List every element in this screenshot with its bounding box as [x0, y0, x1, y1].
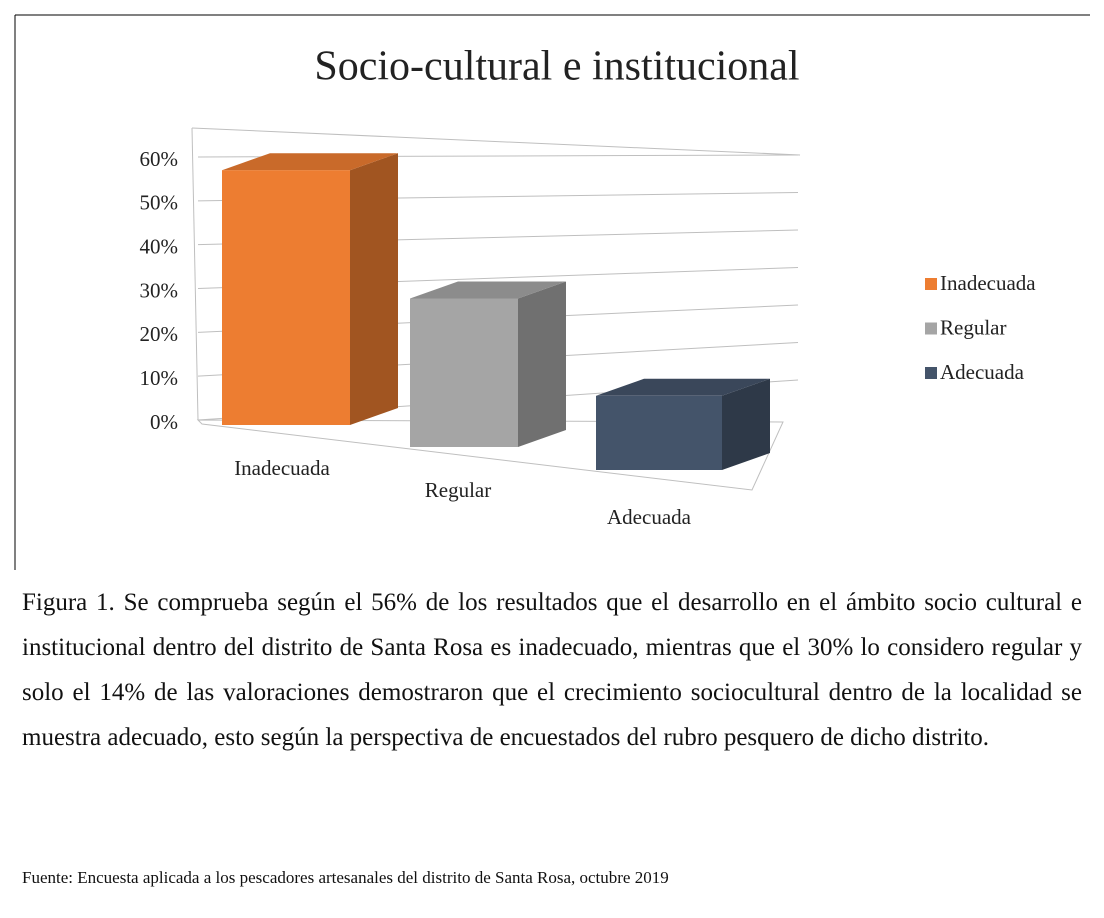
y-tick-label: 0% [150, 410, 178, 434]
legend-label: Adecuada [940, 360, 1025, 384]
bar-side [722, 378, 770, 470]
y-tick-label: 60% [140, 147, 179, 171]
x-tick-label: Inadecuada [234, 456, 330, 480]
legend-swatch [925, 322, 937, 335]
source-note: Fuente: Encuesta aplicada a los pescador… [22, 868, 669, 887]
y-tick-label: 10% [140, 366, 179, 390]
bar-top [222, 153, 398, 171]
chart: Socio-cultural e institucional 0% 10% 20% 3… [14, 14, 1090, 570]
x-tick-label: Adecuada [607, 505, 692, 529]
wall-top [191, 127, 801, 156]
x-tick-label: Regular [425, 478, 491, 502]
bar [596, 395, 722, 470]
y-tick-label: 50% [140, 191, 179, 215]
y-tick-label: 20% [140, 322, 179, 346]
wall-edge [191, 127, 199, 421]
figure-caption: Figura 1. Se comprueba según el 56% de l… [22, 589, 1082, 751]
y-tick-label: 30% [140, 278, 179, 302]
bar-side [518, 281, 566, 447]
bar [222, 170, 350, 425]
legend-label: Regular [940, 315, 1006, 339]
chart-title: Socio-cultural e institucional [314, 44, 799, 90]
legend-label: Inadecuada [940, 271, 1036, 295]
y-tick-label: 40% [140, 234, 179, 258]
bar-top [410, 281, 566, 299]
bar [410, 298, 518, 447]
bar-top [596, 378, 770, 396]
floor [196, 419, 784, 491]
legend-swatch [925, 278, 937, 290]
bar-side [350, 153, 398, 425]
legend-swatch [925, 367, 937, 379]
